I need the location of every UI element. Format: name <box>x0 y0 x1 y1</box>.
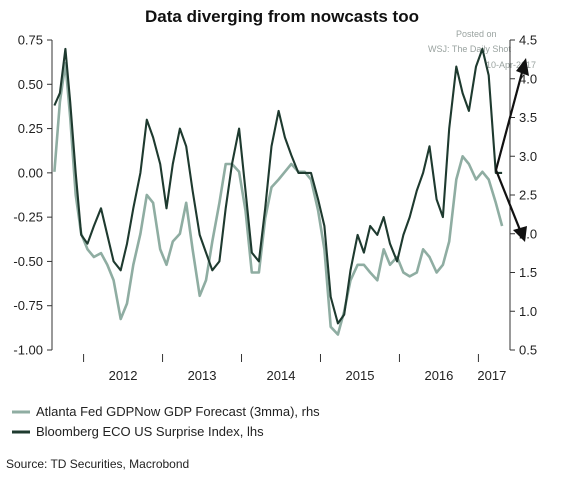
watermark-line-1: Posted on <box>456 29 497 39</box>
right-tick-label: 3.0 <box>519 149 537 164</box>
right-tick-label: 4.5 <box>519 33 537 48</box>
right-tick-label: 1.0 <box>519 304 537 319</box>
legend-label-gdpnow: Atlanta Fed GDPNow GDP Forecast (3mma), … <box>36 404 320 419</box>
arrow-down-head <box>513 226 527 242</box>
chart-title: Data diverging from nowcasts too <box>145 7 419 26</box>
annotation-arrows <box>494 58 529 242</box>
watermark-line-2: WSJ: The Daily Shot <box>428 44 511 54</box>
series-line-eco-surprise <box>53 47 503 325</box>
x-tick-label: 2015 <box>346 368 375 383</box>
right-tick-label: 1.5 <box>519 265 537 280</box>
x-tick-label: 2012 <box>109 368 138 383</box>
left-tick-label: 0.25 <box>18 121 43 136</box>
left-tick-label: 0.75 <box>18 33 43 48</box>
x-tick-label: 2016 <box>424 368 453 383</box>
right-tick-label: 3.5 <box>519 110 537 125</box>
series-line-gdpnow <box>53 61 504 336</box>
arrow-up-line <box>494 64 526 171</box>
left-tick-label: -0.75 <box>13 298 43 313</box>
bottom-axis: 2012 2013 2014 2015 2016 2017 <box>83 354 506 383</box>
right-tick-label: 4.0 <box>519 71 537 86</box>
watermark-line-3: 10-Apr-2017 <box>486 60 536 70</box>
left-tick-label: -0.25 <box>13 210 43 225</box>
left-tick-label: -0.50 <box>13 254 43 269</box>
left-tick-label: 0.00 <box>18 165 43 180</box>
right-axis: 4.54.03.53.02.52.01.51.00.5 <box>509 33 537 358</box>
legend: Atlanta Fed GDPNow GDP Forecast (3mma), … <box>12 404 320 439</box>
right-tick-label: 2.5 <box>519 188 537 203</box>
series-layer <box>53 47 504 336</box>
arrow-up-head <box>516 58 529 76</box>
legend-label-eco-surprise: Bloomberg ECO US Surprise Index, lhs <box>36 424 264 439</box>
left-tick-label: 0.50 <box>18 77 43 92</box>
right-tick-label: 0.5 <box>519 343 537 358</box>
watermark: Posted on WSJ: The Daily Shot 10-Apr-201… <box>428 29 536 70</box>
x-tick-label: 2017 <box>477 368 506 383</box>
x-tick-label: 2013 <box>188 368 217 383</box>
arrow-down-line <box>494 169 524 236</box>
left-axis: 0.75 0.50 0.25 0.00 -0.25 -0.50 -0.75 -1.00 <box>13 33 53 358</box>
source-note: Source: TD Securities, Macrobond <box>6 457 189 471</box>
left-tick-label: -1.00 <box>13 343 43 358</box>
x-tick-label: 2014 <box>267 368 296 383</box>
